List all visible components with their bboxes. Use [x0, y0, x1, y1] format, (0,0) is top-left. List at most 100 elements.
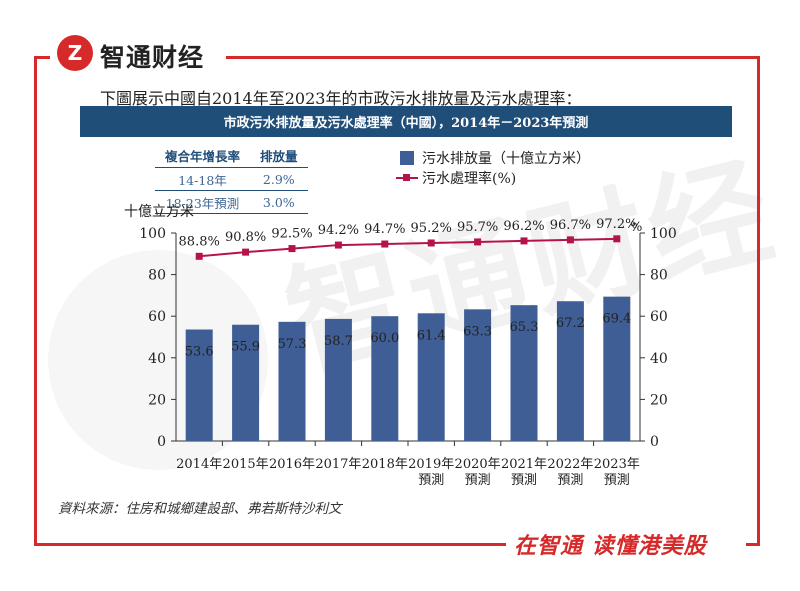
rate-value-label: 97.2% [596, 217, 637, 232]
bar [603, 296, 631, 441]
rate-line [199, 237, 617, 258]
y-tick-label-right: 40 [650, 351, 668, 367]
y-tick-label-left: 20 [148, 392, 166, 408]
slogan: 在智通 读懂港美股 [514, 534, 707, 559]
intro-text: 下圖展示中國自2014年至2023年的市政污水排放量及污水處理率： [100, 89, 582, 108]
y-axis-label-right: % [630, 220, 642, 235]
bar-value-label: 58.7 [324, 334, 353, 349]
x-tick-label: 預測 [557, 473, 583, 488]
bar-value-label: 63.3 [463, 324, 492, 339]
bar [510, 305, 538, 441]
rate-point [427, 239, 435, 247]
slogan-box [506, 525, 746, 563]
x-tick-label: 2020年 [455, 457, 501, 472]
y-tick-label-right: 0 [650, 434, 659, 450]
rate-point [195, 252, 203, 260]
x-tick-label: 預測 [604, 473, 630, 488]
brand-logo-icon: Z [57, 35, 93, 71]
bar-value-label: 55.9 [231, 340, 260, 355]
legend-item-bar: 污水排放量（十億立方米） [396, 148, 590, 168]
x-tick-label: 2017年 [315, 457, 361, 472]
frame-top [34, 56, 760, 59]
rate-value-label: 95.2% [411, 221, 452, 236]
y-tick-label-left: 0 [157, 434, 166, 450]
source-text: 資料來源：住房和城鄉建設部、弗若斯特沙利文 [58, 501, 342, 517]
rate-point [242, 248, 250, 256]
cagr-value: 2.9% [250, 167, 308, 191]
cagr-table-header: 複合年增長率 排放量 [155, 146, 308, 168]
rate-point [566, 236, 574, 244]
legend-item-line: 污水處理率(%) [396, 168, 590, 188]
bar [464, 309, 492, 441]
rate-point [613, 235, 621, 243]
chart-title-banner: 市政污水排放量及污水處理率（中國），2014年－2023年預測 [80, 106, 732, 137]
rate-value-label: 95.7% [457, 220, 498, 235]
y-tick-label-right: 20 [650, 392, 668, 408]
rate-point [288, 245, 296, 253]
y-tick-label-right: 60 [650, 309, 668, 325]
x-tick-label: 2015年 [223, 457, 269, 472]
bar [185, 329, 213, 441]
x-tick-label: 預測 [511, 473, 537, 488]
cagr-table-row: 14-18年 2.9% [155, 167, 308, 191]
bar [232, 324, 260, 441]
x-tick-label: 2021年 [501, 457, 547, 472]
rate-value-label: 94.2% [318, 223, 359, 238]
bar-value-label: 65.3 [510, 320, 539, 335]
brand-logo-letter: Z [68, 41, 83, 65]
legend-line-swatch [396, 171, 418, 185]
rate-point [520, 237, 528, 245]
bar [324, 318, 352, 441]
y-tick-label-left: 80 [148, 268, 166, 284]
x-tick-label: 預測 [418, 473, 444, 488]
bar-value-label: 61.4 [417, 328, 446, 343]
frame-bottom [34, 543, 760, 546]
bar [371, 316, 399, 441]
bar-value-label: 57.3 [278, 337, 307, 352]
legend-bar-label: 污水排放量（十億立方米） [422, 151, 590, 167]
legend-bar-swatch [400, 151, 414, 165]
cagr-period: 14-18年 [155, 167, 251, 191]
y-tick-label-right: 100 [650, 226, 677, 242]
cagr-period: 18-23年預測 [155, 190, 251, 214]
x-tick-label: 2018年 [362, 457, 408, 472]
y-axis-label-left: 十億立方米 [124, 204, 194, 220]
cagr-header-value: 排放量 [250, 146, 308, 168]
rate-point [381, 240, 389, 248]
x-tick-label: 2014年 [176, 457, 222, 472]
rate-value-label: 96.2% [503, 219, 544, 234]
bar [556, 301, 584, 441]
rate-value-label: 96.7% [550, 218, 591, 233]
cagr-value: 3.0% [250, 190, 308, 214]
chart-legend: 污水排放量（十億立方米） 污水處理率(%) [396, 148, 590, 188]
bar-value-label: 60.0 [370, 331, 399, 346]
rate-point [474, 238, 482, 246]
y-tick-label-right: 80 [650, 268, 668, 284]
brand-name: 智通财经 [100, 43, 205, 72]
rate-value-label: 94.7% [364, 222, 405, 237]
cagr-table: 複合年增長率 排放量 14-18年 2.9% 18-23年預測 3.0% [155, 146, 308, 214]
x-tick-label: 2016年 [269, 457, 315, 472]
frame-right [757, 56, 760, 546]
x-tick-label: 2022年 [547, 457, 593, 472]
bar-value-label: 67.2 [556, 316, 585, 331]
cagr-table-row: 18-23年預測 3.0% [155, 190, 308, 214]
x-tick-label: 2023年 [594, 457, 640, 472]
y-tick-label-left: 40 [148, 351, 166, 367]
bar [417, 313, 445, 441]
rate-point [334, 241, 342, 249]
y-tick-label-left: 100 [139, 226, 166, 242]
legend-line-label: 污水處理率(%) [422, 171, 517, 187]
rate-value-label: 88.8% [179, 234, 220, 249]
y-tick-label-left: 60 [148, 309, 166, 325]
bar-value-label: 69.4 [602, 312, 631, 327]
rate-value-label: 90.8% [225, 230, 266, 245]
frame-left [34, 56, 37, 546]
cagr-header-period: 複合年增長率 [155, 146, 251, 168]
x-tick-label: 2019年 [408, 457, 454, 472]
bar-value-label: 53.6 [185, 345, 214, 360]
x-tick-label: 預測 [465, 473, 491, 488]
rate-value-label: 92.5% [271, 227, 312, 242]
bar [278, 321, 306, 441]
